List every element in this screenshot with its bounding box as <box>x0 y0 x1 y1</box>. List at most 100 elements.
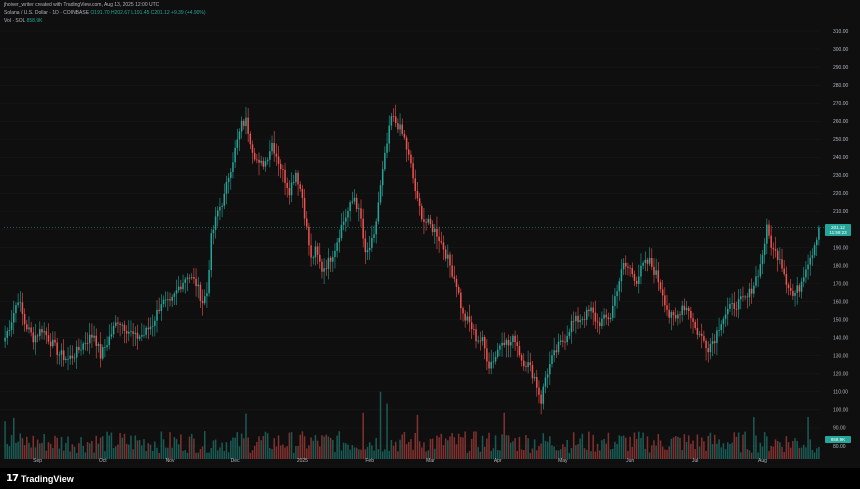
candlestick-chart[interactable]: 310.00 300.00 290.00 280.00 270.00 260.00 250.… <box>0 0 860 468</box>
volume-bar <box>227 452 230 459</box>
volume-bar <box>668 446 670 459</box>
volume-bar <box>729 443 731 459</box>
volume-bar <box>173 437 176 459</box>
candle-body <box>468 316 471 323</box>
volume-bar <box>349 449 351 459</box>
candle-body <box>410 154 412 164</box>
price-tick-label: 310.00 <box>833 29 849 35</box>
volume-bar <box>423 442 425 459</box>
candle-body <box>177 286 180 291</box>
candle-body <box>772 247 775 250</box>
volume-bar <box>338 431 341 459</box>
volume-bar <box>520 449 523 459</box>
candle-body <box>733 303 736 309</box>
volume-bar <box>761 446 764 459</box>
candle-body <box>223 193 226 206</box>
volume-bar <box>538 446 540 459</box>
candle-body <box>203 296 206 304</box>
candle-body <box>809 257 811 265</box>
volume-bar <box>575 445 577 459</box>
candle-body <box>197 284 199 287</box>
candle-body <box>117 322 119 324</box>
volume-bar <box>579 438 581 459</box>
tradingview-logo[interactable]: 17 TradingView <box>6 473 74 484</box>
candle-body <box>572 320 575 322</box>
candle-body <box>770 235 772 248</box>
volume-bar <box>425 451 427 459</box>
candle-body <box>763 243 766 255</box>
volume-bar <box>78 443 80 459</box>
candle-body <box>282 169 284 170</box>
volume-value: 858.9K <box>26 18 43 24</box>
volume-bar <box>80 437 82 459</box>
candle-body <box>659 282 662 290</box>
candle-body <box>423 219 425 222</box>
volume-bar <box>379 391 382 459</box>
volume-bar <box>768 450 770 459</box>
candle-body <box>713 341 716 344</box>
time-tick-label: Apr <box>494 458 502 464</box>
candle-body <box>529 362 532 366</box>
candle-body <box>86 343 89 344</box>
candle-body <box>605 314 607 318</box>
candle-body <box>789 288 792 291</box>
price-tick-label: 100.00 <box>833 408 849 414</box>
candle-body <box>664 295 666 306</box>
chart-frame <box>0 0 860 468</box>
volume-bar <box>416 414 419 459</box>
candle-body <box>505 339 508 345</box>
volume-bar <box>672 437 675 459</box>
candle-body <box>414 178 417 191</box>
volume-bar <box>314 435 317 459</box>
candle-body <box>447 254 449 259</box>
candle-body <box>128 331 130 334</box>
volume-bar <box>618 435 621 459</box>
volume-bar <box>755 435 757 459</box>
candle-body <box>384 152 386 170</box>
volume-bar <box>377 449 380 459</box>
candle-body <box>299 184 301 189</box>
volume-bar <box>572 432 575 459</box>
candle-body <box>399 124 401 130</box>
ohlc-values: O191.70 H202.67 L191.45 C201.12 +9.39 (+… <box>90 10 206 16</box>
volume-bar <box>319 446 321 459</box>
volume-bar <box>223 450 226 459</box>
volume-bar <box>674 436 677 459</box>
candle-body <box>496 349 499 357</box>
volume-bar <box>234 437 236 459</box>
volume-bar <box>8 446 11 459</box>
volume-bar <box>740 452 742 459</box>
candle-body <box>549 364 551 375</box>
volume-bar <box>310 437 312 459</box>
volume-bar <box>449 436 451 459</box>
candle-body <box>735 308 738 310</box>
candle-body <box>362 218 364 239</box>
volume-bar <box>375 437 377 459</box>
time-tick-label: Aug <box>758 458 767 464</box>
volume-bar <box>625 437 627 459</box>
tradingview-wordmark: TradingView <box>20 473 74 484</box>
candle-body <box>668 309 670 318</box>
volume-bar <box>703 441 705 459</box>
candle-body <box>648 258 651 264</box>
candle-body <box>73 357 76 359</box>
volume-bar <box>794 438 796 459</box>
volume-bar <box>633 432 636 459</box>
candle-body <box>724 314 727 319</box>
volume-bar <box>351 445 354 459</box>
candle-body <box>494 356 497 362</box>
volume-bar <box>473 431 475 459</box>
candle-body <box>329 257 332 262</box>
candle-body <box>696 327 699 335</box>
volume-bar <box>438 437 440 459</box>
volume-bar <box>52 448 54 459</box>
volume-bar <box>282 444 284 459</box>
candle-body <box>101 347 104 359</box>
volume-bar <box>622 435 625 459</box>
candle-body <box>596 321 599 323</box>
price-tick-label: 150.00 <box>833 317 849 323</box>
time-tick-label: Jun <box>626 458 634 464</box>
volume-bar <box>353 447 356 459</box>
volume-bar <box>724 449 727 459</box>
volume-bar <box>542 433 545 459</box>
